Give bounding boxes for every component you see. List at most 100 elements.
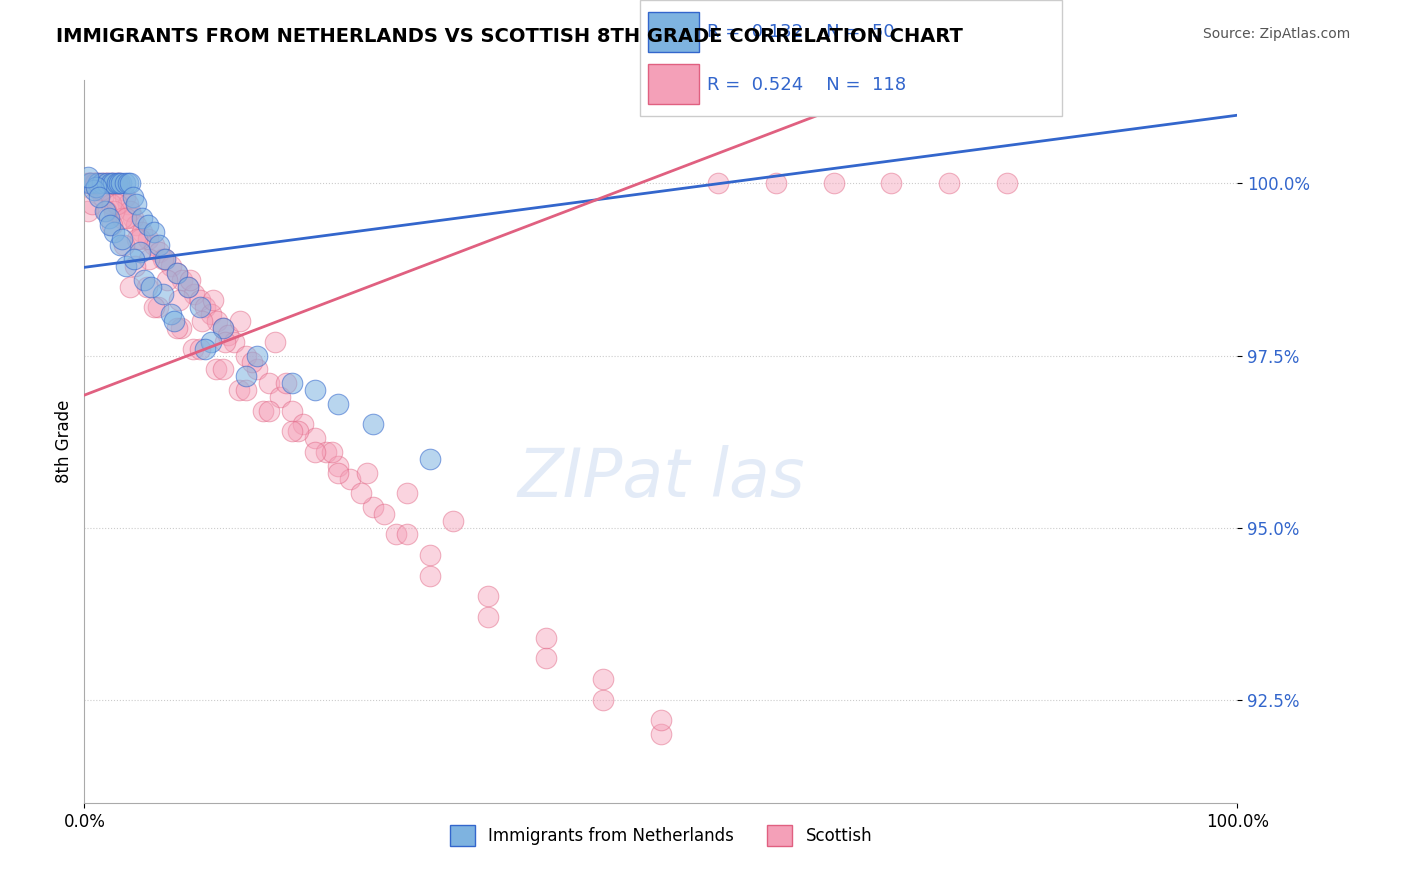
Point xyxy=(94,177,117,191)
Point xyxy=(246,349,269,363)
Point xyxy=(880,177,903,191)
Point xyxy=(79,177,101,191)
Point xyxy=(257,403,280,417)
Point xyxy=(315,445,337,459)
Point xyxy=(148,238,170,252)
Point xyxy=(194,301,217,315)
Point xyxy=(419,568,441,582)
Point xyxy=(257,376,280,390)
Point xyxy=(135,279,157,293)
Point xyxy=(148,245,170,260)
Point xyxy=(115,211,138,225)
Point xyxy=(287,424,309,438)
Point xyxy=(304,383,326,397)
Point xyxy=(163,314,186,328)
Point xyxy=(83,177,105,191)
Point xyxy=(103,225,125,239)
Point xyxy=(82,197,104,211)
Point xyxy=(83,177,105,191)
Point xyxy=(938,177,960,191)
Point xyxy=(281,376,304,390)
Point xyxy=(103,177,124,191)
Point xyxy=(110,177,132,191)
Point xyxy=(170,321,193,335)
Point xyxy=(240,355,263,369)
Point xyxy=(125,197,148,211)
Point xyxy=(235,349,257,363)
Point xyxy=(96,177,118,191)
Point xyxy=(228,383,250,397)
Point xyxy=(218,327,240,342)
FancyBboxPatch shape xyxy=(640,0,1062,116)
Text: ZIPat las: ZIPat las xyxy=(517,445,804,510)
Point xyxy=(211,362,233,376)
Point xyxy=(120,279,142,293)
Point xyxy=(114,190,136,204)
Point xyxy=(166,266,188,280)
Point xyxy=(117,177,139,191)
Point xyxy=(304,445,326,459)
Point xyxy=(76,177,98,191)
Point xyxy=(103,204,125,219)
Point xyxy=(108,177,131,191)
Point xyxy=(205,314,228,328)
Point xyxy=(152,286,174,301)
Point xyxy=(131,225,153,239)
Point xyxy=(156,273,179,287)
Point xyxy=(204,362,226,376)
Point xyxy=(246,362,269,376)
Legend: Immigrants from Netherlands, Scottish: Immigrants from Netherlands, Scottish xyxy=(443,819,879,852)
Point xyxy=(100,197,122,211)
Point xyxy=(94,204,117,219)
Point xyxy=(211,321,233,335)
Point xyxy=(252,403,274,417)
Point xyxy=(115,259,138,273)
Point xyxy=(200,307,222,321)
Point xyxy=(167,293,190,308)
Point xyxy=(224,334,246,349)
Point xyxy=(79,177,101,191)
Point xyxy=(96,177,118,191)
Point xyxy=(373,507,395,521)
Point xyxy=(188,293,211,308)
Point xyxy=(707,177,730,191)
Point xyxy=(105,177,128,191)
Point xyxy=(396,486,419,500)
Point xyxy=(138,252,160,267)
Point xyxy=(128,231,150,245)
Point xyxy=(111,231,134,245)
Point xyxy=(131,211,153,225)
Point xyxy=(477,590,499,604)
Point xyxy=(281,424,304,438)
Point xyxy=(181,342,204,356)
Point xyxy=(91,190,114,204)
Point xyxy=(183,286,205,301)
Point xyxy=(122,252,145,267)
Point xyxy=(87,177,110,191)
Point xyxy=(98,177,121,191)
Point xyxy=(765,177,787,191)
Text: R =  0.524    N =  118: R = 0.524 N = 118 xyxy=(707,76,907,94)
Point xyxy=(153,252,176,267)
Point xyxy=(396,527,419,541)
Point xyxy=(477,610,499,624)
Y-axis label: 8th Grade: 8th Grade xyxy=(55,400,73,483)
Point xyxy=(141,279,163,293)
Text: Source: ZipAtlas.com: Source: ZipAtlas.com xyxy=(1202,27,1350,41)
Point xyxy=(146,301,169,315)
Point xyxy=(121,211,143,225)
Point xyxy=(321,445,343,459)
Point xyxy=(179,273,201,287)
Point xyxy=(160,259,183,273)
Point xyxy=(76,169,98,184)
Point xyxy=(200,334,222,349)
Point xyxy=(384,527,406,541)
Point xyxy=(235,369,257,384)
Point xyxy=(84,177,107,191)
Point xyxy=(128,245,150,260)
Point xyxy=(111,211,134,225)
Point xyxy=(125,218,148,232)
Point xyxy=(103,177,124,191)
Point xyxy=(592,692,614,706)
Point xyxy=(356,466,378,480)
